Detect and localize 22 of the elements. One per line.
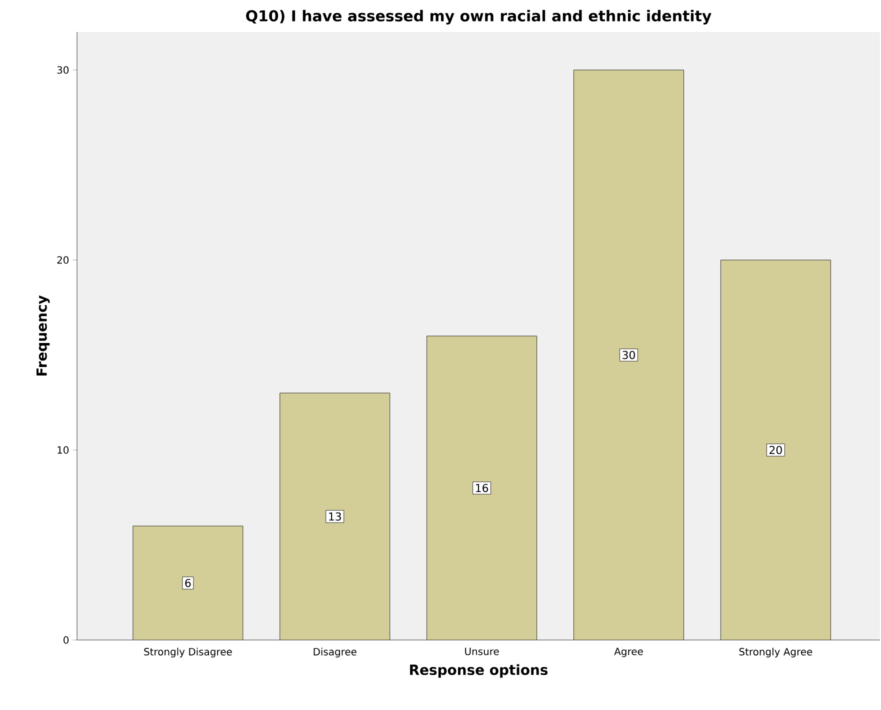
- bar: [574, 70, 684, 640]
- data-label: 13: [329, 512, 341, 521]
- y-tick-label: 0: [64, 636, 69, 644]
- x-tick-label: Agree: [614, 648, 643, 658]
- y-axis-title: Frequency: [36, 295, 50, 376]
- bar: [280, 392, 390, 640]
- data-label: 20: [770, 446, 782, 454]
- x-tick-label: Disagree: [314, 648, 356, 658]
- data-label: 16: [476, 484, 488, 492]
- y-tick-label: 30: [57, 66, 69, 74]
- x-tick-label: Strongly Agree: [739, 648, 812, 658]
- bar: [132, 526, 243, 640]
- y-tick-label: 20: [57, 256, 69, 264]
- data-label: 6: [185, 578, 191, 588]
- bar: [426, 336, 537, 640]
- chart-title: Q10) I have assessed my own racial and ethnic identity: [246, 10, 712, 24]
- x-axis-title: Response options: [410, 664, 548, 678]
- y-tick-label: 10: [58, 446, 69, 454]
- data-label: 30: [622, 350, 635, 360]
- x-tick-label: Unsure: [465, 648, 499, 656]
- x-tick-label: Strongly Disagree: [144, 648, 232, 658]
- bar: [720, 260, 831, 640]
